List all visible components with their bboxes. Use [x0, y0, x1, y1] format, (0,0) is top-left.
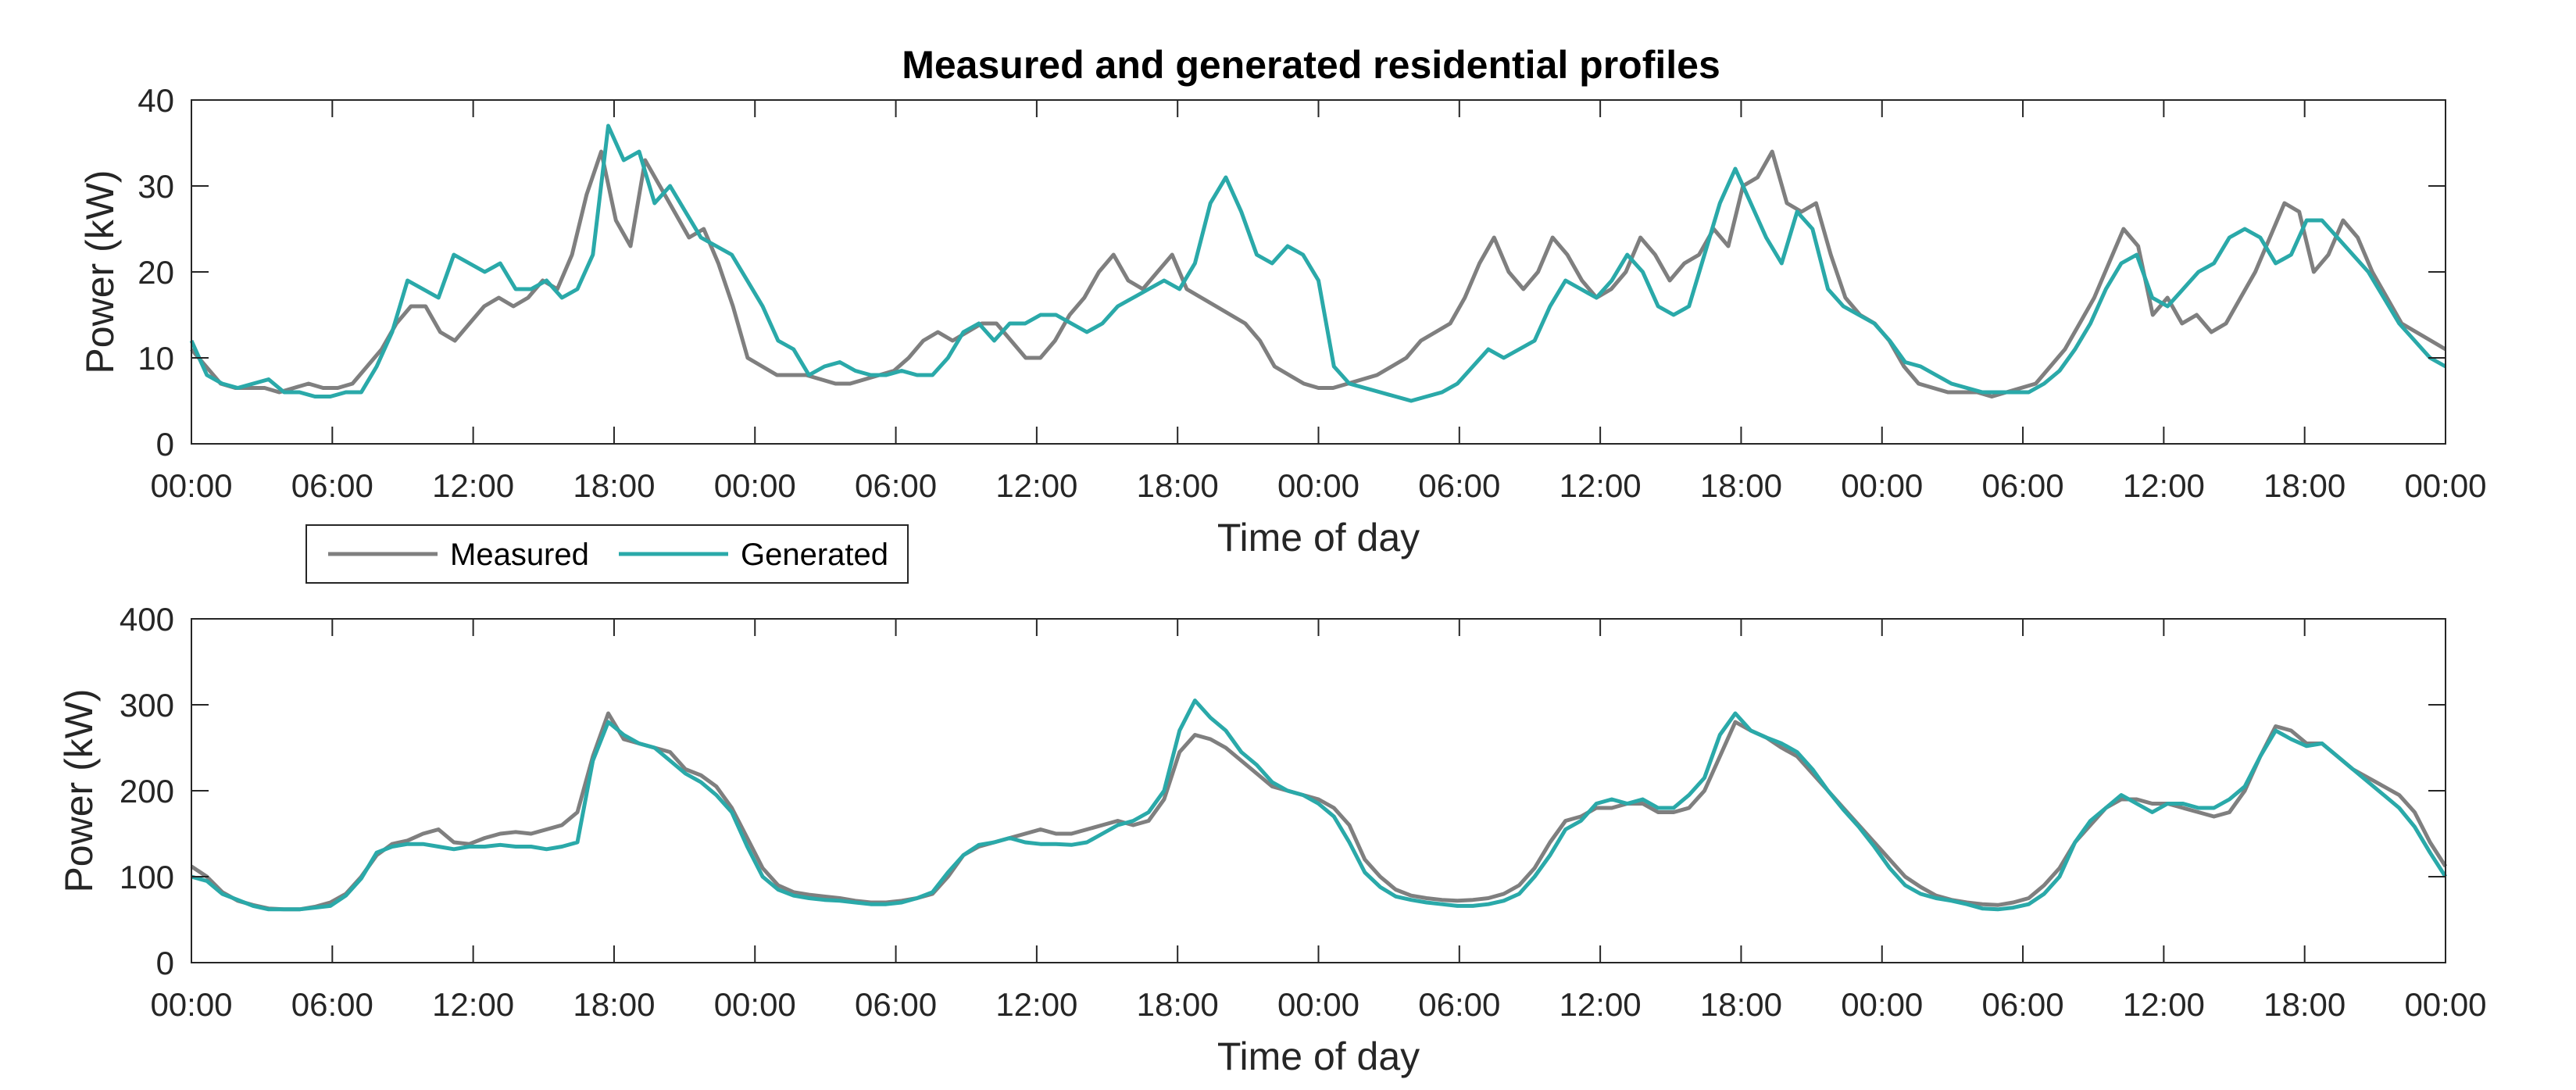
y-tick-label: 10 — [138, 340, 174, 377]
x-tick-label: 00:00 — [1277, 986, 1359, 1023]
chart-title: Measured and generated residential profi… — [902, 43, 1720, 87]
series-line-measured — [190, 711, 2448, 912]
x-tick-label: 18:00 — [2263, 467, 2346, 504]
axes-frame — [191, 99, 2446, 445]
legend-generated-label: Generated — [741, 538, 888, 572]
x-tick-label: 18:00 — [1137, 986, 1219, 1023]
x-tick-label: 06:00 — [1982, 986, 2064, 1023]
top-panel: 0 10 20 30 40 00:00 06:00 12:00 18:00 00:00 06:00 1… — [78, 82, 2487, 559]
x-tick-label: 12:00 — [2123, 467, 2205, 504]
x-tick-label: 00:00 — [1841, 986, 1923, 1023]
x-tick-label: 00:00 — [2404, 467, 2486, 504]
y-tick-label: 20 — [138, 254, 174, 291]
x-tick-label: 00:00 — [2404, 986, 2486, 1023]
x-tick-label: 00:00 — [714, 467, 796, 504]
x-tick-label: 00:00 — [1841, 467, 1923, 504]
x-tick-label: 18:00 — [1700, 986, 1782, 1023]
x-tick-label: 12:00 — [432, 986, 514, 1023]
x-tick-label: 00:00 — [150, 986, 232, 1023]
x-tick-label: 06:00 — [1418, 467, 1500, 504]
x-tick-label: 06:00 — [291, 467, 373, 504]
x-tick-label: 12:00 — [995, 467, 1077, 504]
y-tick-label: 30 — [138, 168, 174, 205]
y-axis-label: Power (kW) — [78, 170, 122, 373]
y-axis-label: Power (kW) — [57, 688, 101, 892]
y-tick-label: 300 — [120, 687, 174, 724]
x-tick-label: 18:00 — [573, 467, 655, 504]
x-tick-label: 12:00 — [1560, 986, 1642, 1023]
x-tick-label: 12:00 — [2123, 986, 2205, 1023]
x-tick-label: 18:00 — [1137, 467, 1219, 504]
x-axis-label: Time of day — [1217, 1035, 1420, 1078]
y-tick-label: 40 — [138, 82, 174, 119]
x-tick-label: 06:00 — [291, 986, 373, 1023]
x-axis-label: Time of day — [1217, 516, 1420, 559]
x-tick-label: 12:00 — [995, 986, 1077, 1023]
x-tick-label: 18:00 — [1700, 467, 1782, 504]
legend: Measured Generated — [305, 524, 909, 584]
y-tick-label: 200 — [120, 773, 174, 809]
y-tick-label: 400 — [120, 601, 174, 638]
x-tick-label: 06:00 — [855, 986, 937, 1023]
x-tick-label: 06:00 — [1982, 467, 2064, 504]
x-tick-label: 00:00 — [714, 986, 796, 1023]
x-tick-label: 12:00 — [1560, 467, 1642, 504]
y-tick-label: 100 — [120, 859, 174, 895]
y-tick-label: 0 — [156, 945, 174, 981]
x-tick-label: 06:00 — [1418, 986, 1500, 1023]
series-line-measured — [190, 149, 2447, 398]
x-tick-label: 00:00 — [150, 467, 232, 504]
x-tick-label: 18:00 — [2263, 986, 2346, 1023]
series-line-generated — [191, 699, 2448, 912]
legend-measured-label: Measured — [450, 538, 589, 572]
x-tick-label: 06:00 — [855, 467, 937, 504]
x-tick-label: 00:00 — [1277, 467, 1359, 504]
series-line-generated — [189, 123, 2447, 403]
axes-frame — [191, 618, 2446, 963]
x-tick-label: 12:00 — [432, 467, 514, 504]
bottom-panel: 0 100 200 300 400 00:00 06:00 12:00 18:00 00:00 06… — [57, 601, 2487, 1078]
x-tick-label: 18:00 — [573, 986, 655, 1023]
y-tick-label: 0 — [156, 426, 174, 463]
